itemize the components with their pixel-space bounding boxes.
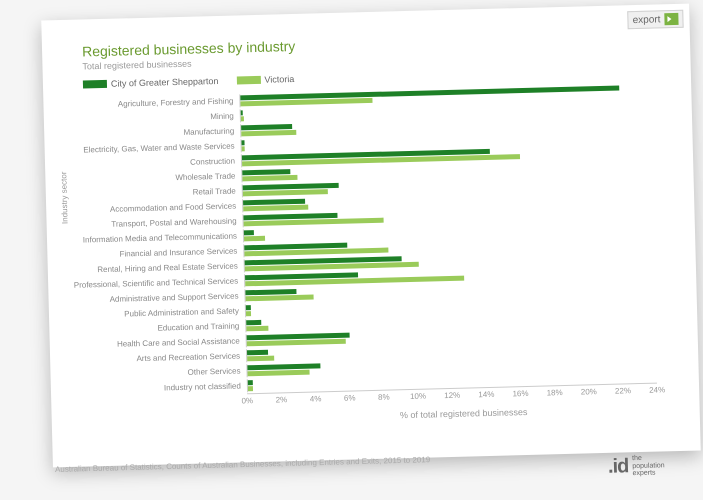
category-label: Information Media and Telecommunications [67, 231, 243, 245]
x-tick: 2% [276, 395, 288, 404]
bar-series-b [242, 175, 297, 181]
category-label: Transport, Postal and Warehousing [67, 216, 243, 230]
bar-series-b [241, 116, 245, 121]
category-label: Health Care and Social Assistance [70, 336, 246, 350]
id-logo: .id thepopulationexperts [608, 454, 665, 478]
chart-card: export Registered businesses by industry… [41, 4, 700, 468]
category-label: Public Administration and Safety [69, 306, 245, 320]
bar-series-b [242, 146, 246, 151]
x-tick: 20% [581, 387, 597, 396]
chart-area: Industry sector Agriculture, Forestry an… [63, 82, 685, 429]
x-tick: 6% [344, 393, 356, 402]
category-label: Construction [65, 156, 241, 170]
bar-series-b [246, 311, 251, 316]
bar-series-b [248, 386, 253, 391]
category-label: Manufacturing [64, 126, 240, 140]
category-label: Electricity, Gas, Water and Waste Servic… [65, 141, 241, 155]
category-label: Education and Training [69, 321, 245, 335]
bar-rows: Agriculture, Forestry and FishingMiningM… [63, 82, 685, 398]
x-tick: 10% [410, 392, 426, 401]
export-label: export [633, 14, 661, 26]
bar-series-a [247, 363, 321, 370]
bar-series-a [246, 305, 251, 310]
export-button[interactable]: export [627, 10, 683, 29]
x-tick: 12% [444, 391, 460, 400]
bar-series-a [247, 350, 268, 356]
bar-series-a [241, 140, 245, 145]
bar-series-a [246, 320, 262, 325]
bar-series-a [241, 110, 243, 115]
logo-mark: .id [608, 455, 629, 479]
x-tick: 8% [378, 393, 390, 402]
x-tick: 24% [649, 385, 665, 394]
category-label: Arts and Recreation Services [70, 351, 246, 365]
bar-series-b [243, 189, 329, 196]
category-label: Agriculture, Forestry and Fishing [63, 96, 239, 110]
bar-series-a [248, 380, 253, 385]
bar-series-b [247, 356, 274, 362]
legend-label: Victoria [264, 74, 294, 85]
logo-tagline: thepopulationexperts [632, 455, 665, 478]
x-tick: 16% [512, 389, 528, 398]
legend-swatch [83, 80, 107, 89]
x-tick: 18% [547, 388, 563, 397]
bar-series-b [244, 236, 265, 242]
x-tick: 0% [241, 396, 253, 405]
category-label: Financial and Insurance Services [67, 246, 243, 260]
bar-series-a [240, 85, 619, 100]
legend-item: Victoria [236, 74, 294, 86]
category-label: Rental, Hiring and Real Estate Services [68, 261, 244, 275]
category-label: Professional, Scientific and Technical S… [68, 276, 244, 290]
legend-label: City of Greater Shepparton [111, 76, 219, 89]
category-label: Mining [64, 111, 240, 125]
bar-series-b [246, 295, 314, 302]
category-label: Accommodation and Food Services [66, 201, 242, 215]
bar-series-b [241, 130, 296, 136]
x-tick: 22% [615, 386, 631, 395]
category-label: Retail Trade [66, 186, 242, 200]
bar-series-a [244, 230, 254, 235]
x-tick: 4% [310, 394, 322, 403]
y-axis-label: Industry sector [59, 171, 69, 224]
x-tick: 14% [478, 390, 494, 399]
legend-item: City of Greater Shepparton [83, 76, 219, 90]
category-label: Industry not classified [71, 381, 247, 395]
category-label: Other Services [70, 366, 246, 380]
bar-series-b [246, 326, 268, 332]
bar-series-b [243, 205, 308, 212]
export-icon [664, 13, 678, 25]
category-label: Administrative and Support Services [68, 291, 244, 305]
legend-swatch [236, 76, 260, 85]
bar-series-b [248, 370, 310, 377]
category-label: Wholesale Trade [65, 171, 241, 185]
